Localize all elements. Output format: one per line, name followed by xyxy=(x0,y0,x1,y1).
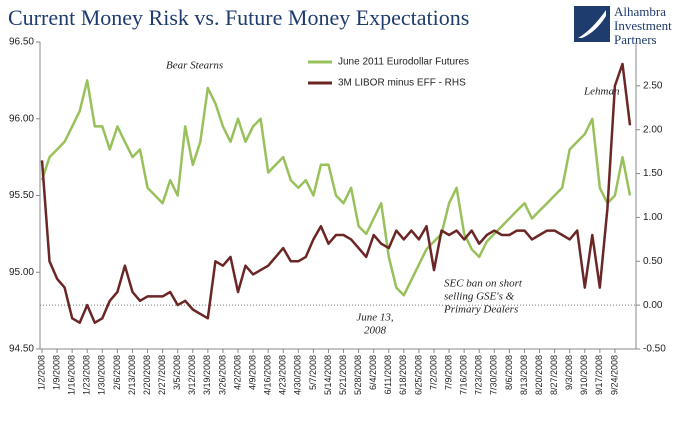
x-tick-label: 4/16/2008 xyxy=(263,355,273,395)
annotation: June 13, xyxy=(356,312,394,324)
x-tick-label: 8/6/2008 xyxy=(504,355,514,390)
x-tick-label: 2/6/2008 xyxy=(112,355,122,390)
x-tick-label: 8/20/2008 xyxy=(534,355,544,395)
x-tick-label: 6/11/2008 xyxy=(383,355,393,394)
x-tick-label: 8/27/2008 xyxy=(549,355,559,395)
logo-icon xyxy=(574,6,610,42)
annotation: Lehman xyxy=(583,86,620,98)
legend-label: June 2011 Eurodollar Futures xyxy=(338,57,469,68)
y-tick-label: 94.50 xyxy=(9,344,34,355)
y2-tick-label: 2.00 xyxy=(643,124,663,135)
x-tick-label: 7/16/2008 xyxy=(459,355,469,395)
annotation: SEC ban on short xyxy=(444,278,523,290)
x-tick-label: 7/9/2008 xyxy=(443,355,453,390)
x-tick-label: 9/10/2008 xyxy=(579,355,589,395)
x-tick-label: 5/28/2008 xyxy=(353,355,363,395)
x-tick-label: 4/2/2008 xyxy=(232,355,242,390)
chart-title: Current Money Risk vs. Future Money Expe… xyxy=(8,5,469,30)
y2-tick-label: 0.00 xyxy=(643,300,663,311)
y2-tick-label: 1.50 xyxy=(643,168,663,179)
annotation: Primary Dealers xyxy=(443,304,518,316)
x-tick-label: 4/30/2008 xyxy=(293,355,303,395)
x-tick-label: 3/12/2008 xyxy=(187,355,197,395)
x-tick-label: 6/18/2008 xyxy=(398,355,408,395)
y2-tick-label: 1.00 xyxy=(643,212,663,223)
legend-label: 3M LIBOR minus EFF - RHS xyxy=(338,78,466,89)
x-tick-label: 3/26/2008 xyxy=(217,355,227,395)
x-tick-label: 1/9/2008 xyxy=(51,355,61,390)
x-tick-label: 3/19/2008 xyxy=(202,355,212,395)
logo-text: Partners xyxy=(614,32,657,47)
x-tick-label: 7/30/2008 xyxy=(489,355,499,395)
series-line xyxy=(40,79,632,297)
x-tick-label: 5/7/2008 xyxy=(308,355,318,390)
x-tick-label: 5/14/2008 xyxy=(323,355,333,395)
x-tick-label: 7/2/2008 xyxy=(428,355,438,390)
x-tick-label: 6/4/2008 xyxy=(368,355,378,390)
logo-text: Alhambra xyxy=(614,4,666,19)
x-tick-label: 1/2/2008 xyxy=(36,355,46,390)
annotation: Bear Stearns xyxy=(166,60,223,72)
logo-text: Investment xyxy=(614,18,672,33)
x-tick-label: 8/13/2008 xyxy=(519,355,529,395)
y-tick-label: 95.50 xyxy=(9,190,34,201)
x-tick-label: 9/24/2008 xyxy=(609,355,619,395)
y-tick-label: 96.50 xyxy=(9,37,34,48)
x-tick-label: 9/17/2008 xyxy=(594,355,604,395)
x-tick-label: 4/9/2008 xyxy=(247,355,257,390)
annotation: 2008 xyxy=(364,325,387,337)
x-tick-label: 2/20/2008 xyxy=(142,355,152,395)
x-tick-label: 1/23/2008 xyxy=(82,355,92,395)
y2-tick-label: -0.50 xyxy=(643,344,666,355)
x-tick-label: 2/27/2008 xyxy=(157,355,167,395)
x-tick-label: 1/16/2008 xyxy=(67,355,77,395)
x-tick-label: 5/21/2008 xyxy=(338,355,348,395)
y-tick-label: 95.00 xyxy=(9,267,34,278)
annotation: selling GSE's & xyxy=(444,291,515,303)
x-tick-label: 2/13/2008 xyxy=(127,355,137,395)
y2-tick-label: 0.50 xyxy=(643,256,663,267)
y2-tick-label: 2.50 xyxy=(643,80,663,91)
series-line xyxy=(40,62,632,324)
y-tick-label: 96.00 xyxy=(9,113,34,124)
x-tick-label: 7/23/2008 xyxy=(474,355,484,395)
x-tick-label: 1/30/2008 xyxy=(97,355,107,395)
x-tick-label: 9/3/2008 xyxy=(564,355,574,390)
x-tick-label: 4/23/2008 xyxy=(278,355,288,395)
x-tick-label: 6/25/2008 xyxy=(413,355,423,395)
x-tick-label: 3/5/2008 xyxy=(172,355,182,390)
